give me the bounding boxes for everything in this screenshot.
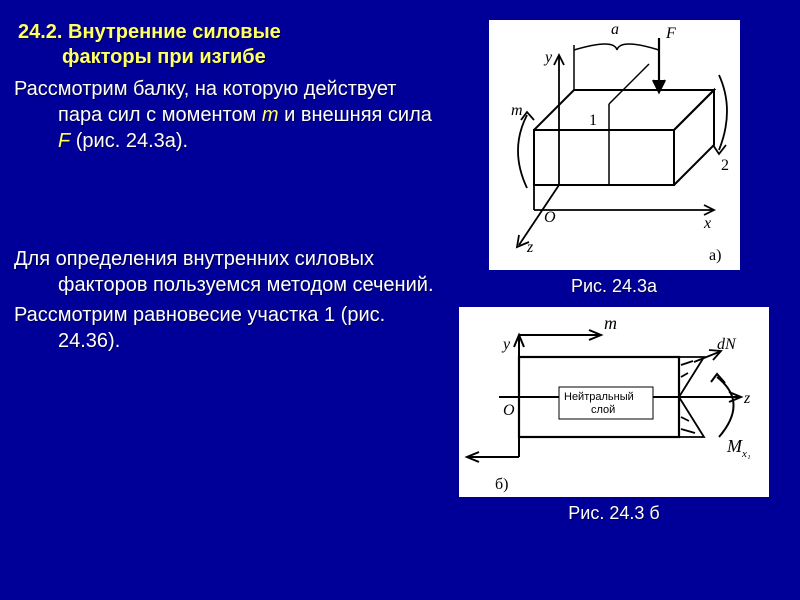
lbl-m: m — [511, 102, 523, 119]
svg-text:слой: слой — [591, 404, 615, 416]
figure-column: F y a m 1 2 x O z а) Рис. 24.3а — [444, 20, 784, 586]
lbl-m-b: m — [604, 313, 617, 333]
figure-b-wrap: m y dN z O Mx₁ Нейтральныйслой б) Нейтра… — [459, 307, 769, 534]
lbl-x: x — [703, 215, 711, 232]
svg-text:Нейтральный: Нейтральный — [564, 391, 634, 403]
vertical-gap — [14, 158, 436, 246]
lbl-a: a — [611, 21, 619, 38]
var-m: m — [262, 104, 279, 126]
lbl-z: z — [526, 239, 534, 256]
lbl-panel-b: б) — [495, 476, 508, 493]
lbl-y: y — [543, 49, 553, 66]
lbl-2: 2 — [721, 157, 729, 174]
figure-a: F y a m 1 2 x O z а) — [489, 20, 740, 270]
p1-b: и внешняя сила — [279, 104, 432, 126]
paragraph-3: Рассмотрим равновесие участка 1 (рис. 24… — [14, 302, 436, 354]
paragraph-1: Рассмотрим балку, на которую действует п… — [14, 76, 436, 154]
var-f: F — [58, 130, 70, 152]
heading-line-1: 24.2. Внутренние силовые — [18, 21, 281, 43]
heading-line-2: факторы при изгибе — [18, 45, 436, 70]
figure-a-wrap: F y a m 1 2 x O z а) Рис. 24.3а — [489, 20, 740, 307]
p1-c: (рис. 24.3а). — [70, 130, 188, 152]
figure-b: m y dN z O Mx₁ Нейтральныйслой б) Нейтра… — [459, 307, 769, 497]
lbl-F: F — [665, 25, 676, 42]
caption-b: Рис. 24.3 б — [568, 503, 659, 524]
lbl-y-b: y — [501, 336, 511, 353]
paragraph-2: Для определения внутренних силовых факто… — [14, 246, 436, 298]
lbl-dN: dN — [717, 336, 737, 353]
lbl-1: 1 — [589, 112, 597, 129]
lbl-z-b: z — [743, 390, 751, 407]
lbl-O-b: O — [503, 402, 515, 419]
section-heading: 24.2. Внутренние силовые факторы при изг… — [14, 20, 436, 70]
slide: 24.2. Внутренние силовые факторы при изг… — [0, 0, 800, 600]
text-column: 24.2. Внутренние силовые факторы при изг… — [14, 20, 444, 586]
lbl-panel-a: а) — [709, 247, 721, 264]
caption-a: Рис. 24.3а — [571, 276, 657, 297]
lbl-O: O — [544, 209, 556, 226]
